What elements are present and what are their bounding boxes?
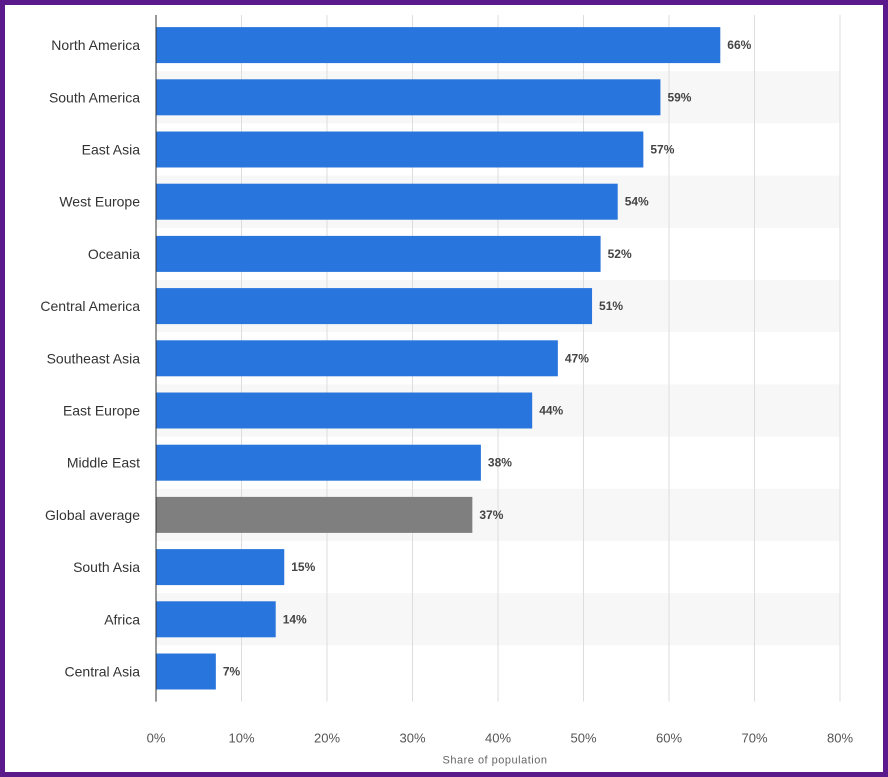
value-label: 59% (667, 90, 691, 104)
value-label: 52% (608, 247, 632, 261)
bar[interactable] (156, 653, 216, 690)
bar[interactable] (156, 183, 618, 220)
category-label: South Asia (73, 559, 140, 575)
x-tick-label: 10% (228, 731, 254, 746)
bar[interactable] (156, 549, 285, 586)
category-label: Southeast Asia (47, 350, 141, 366)
category-label: Africa (104, 611, 140, 627)
bar[interactable] (156, 235, 601, 272)
category-label: North America (51, 37, 140, 53)
bar[interactable] (156, 131, 644, 168)
x-tick-label: 80% (827, 731, 853, 746)
category-label: East Asia (82, 142, 141, 158)
x-tick-label: 0% (147, 731, 166, 746)
x-tick-label: 40% (485, 731, 511, 746)
x-axis-title: Share of population (443, 755, 548, 767)
category-label: South America (49, 89, 140, 105)
category-label: Middle East (67, 455, 140, 471)
value-label: 38% (488, 456, 512, 470)
value-label: 57% (650, 143, 674, 157)
category-label: West Europe (59, 194, 140, 210)
category-label: East Europe (63, 403, 140, 419)
value-label: 37% (479, 508, 503, 522)
bar[interactable] (156, 444, 481, 481)
category-labels: North America South America East Asia West … (40, 37, 140, 679)
x-tick-labels: 0% 10% 20% 30% 40% 50% 60% 70% 80% (147, 731, 854, 746)
value-label: 47% (565, 351, 589, 365)
bar[interactable] (156, 27, 721, 64)
x-tick-label: 20% (314, 731, 340, 746)
value-label: 51% (599, 299, 623, 313)
value-label: 44% (539, 404, 563, 418)
value-label: 14% (283, 612, 307, 626)
bar[interactable] (156, 79, 661, 116)
value-label: 7% (223, 665, 241, 679)
x-tick-label: 50% (570, 731, 596, 746)
x-tick-label: 60% (656, 731, 682, 746)
category-label: Global average (45, 507, 140, 523)
value-label: 66% (727, 38, 751, 52)
category-label: Central America (40, 298, 140, 314)
x-tick-label: 30% (399, 731, 425, 746)
category-label: Central Asia (65, 664, 141, 680)
bar[interactable] (156, 496, 473, 533)
value-label: 54% (625, 195, 649, 209)
value-label: 15% (291, 560, 315, 574)
bar[interactable] (156, 601, 276, 638)
category-label: Oceania (88, 246, 140, 262)
bar[interactable] (156, 288, 593, 325)
x-tick-label: 70% (741, 731, 767, 746)
bar[interactable] (156, 392, 533, 429)
bar[interactable] (156, 340, 558, 377)
bars (156, 27, 721, 690)
value-labels: 66% 59% 57% 54% 52% 51% 47% 44% 38% 37% 15% 14% 7% (223, 38, 752, 678)
